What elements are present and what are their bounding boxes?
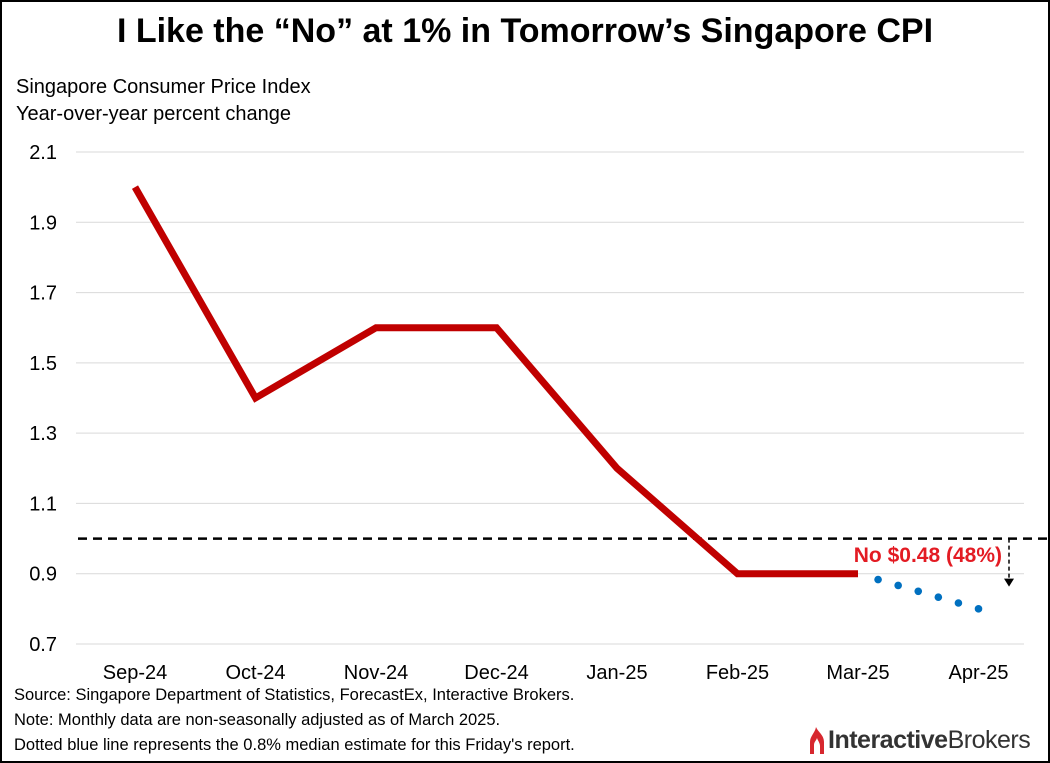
y-axis-label-line1: Singapore Consumer Price Index	[16, 76, 311, 98]
y-tick-label: 1.1	[29, 493, 57, 515]
footer-dotted-note: Dotted blue line represents the 0.8% med…	[14, 736, 575, 754]
ib-flame-icon	[810, 726, 824, 754]
x-tick-label: Feb-25	[706, 662, 769, 684]
y-tick-label: 1.7	[29, 283, 57, 305]
y-tick-label: 0.7	[29, 634, 57, 656]
logo-wordmark: InteractiveBrokers	[828, 726, 1031, 755]
x-tick-label: Oct-24	[225, 662, 285, 684]
actual-cpi-line	[131, 185, 858, 578]
estimate-dot	[974, 605, 983, 613]
x-tick-label: Jan-25	[586, 662, 647, 684]
x-tick-label: Sep-24	[103, 662, 168, 684]
x-tick-label: Mar-25	[826, 662, 889, 684]
footer-note: Note: Monthly data are non-seasonally ad…	[14, 711, 501, 729]
estimate-dot	[954, 599, 963, 607]
threshold-arrow-head	[1004, 578, 1014, 587]
series-group	[131, 185, 983, 613]
y-tick-label: 1.3	[29, 423, 57, 445]
x-tick-label: Dec-24	[464, 662, 528, 684]
logo-word-light: Brokers	[947, 726, 1031, 754]
interactive-brokers-logo: InteractiveBrokers	[802, 726, 1031, 755]
x-tick-labels: Sep-24 Oct-24 Nov-24 Dec-24 Jan-25 Feb-25 Mar-…	[103, 662, 1009, 684]
estimate-dot	[934, 593, 943, 601]
x-tick-label: Nov-24	[344, 662, 408, 684]
y-tick-label: 1.9	[29, 212, 57, 234]
estimate-dot	[914, 587, 923, 596]
estimate-dot	[894, 581, 902, 590]
y-tick-label: 1.5	[29, 353, 57, 375]
gridlines	[76, 151, 1024, 645]
footer-source: Source: Singapore Department of Statisti…	[14, 686, 575, 704]
threshold-group	[78, 537, 1048, 587]
y-tick-label: 2.1	[29, 142, 57, 164]
chart-title: I Like the “No” at 1% in Tomorrow’s Sing…	[116, 12, 934, 50]
no-price-annotation: No $0.48 (48%)	[854, 544, 1002, 567]
estimate-dot	[874, 575, 882, 584]
y-axis-label-line2: Year-over-year percent change	[16, 103, 291, 125]
y-tick-labels: 2.1 1.9 1.7 1.5 1.3 1.1 0.9 0.7	[29, 142, 57, 656]
y-tick-label: 0.9	[29, 564, 57, 586]
logo-word-bold: Interactive	[828, 726, 948, 754]
x-tick-label: Apr-25	[948, 662, 1008, 684]
